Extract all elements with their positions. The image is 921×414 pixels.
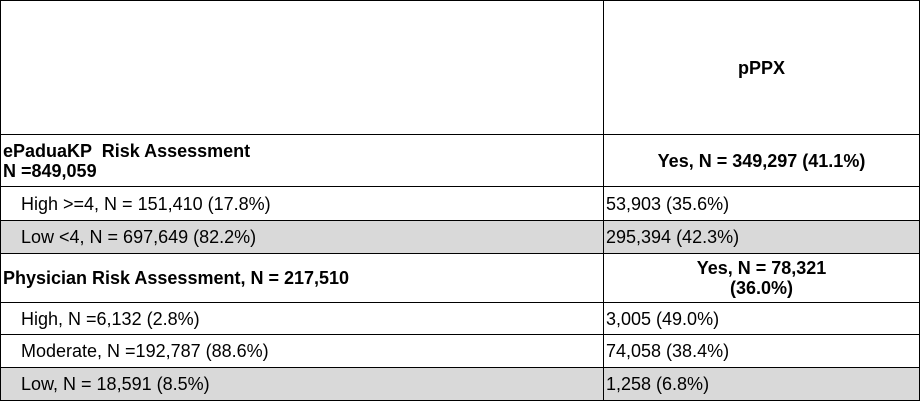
- row-label: High, N =6,132 (2.8%): [0, 302, 604, 335]
- ppx-risk-table: pPPX ePaduaKP Risk Assessment N =849,059…: [0, 0, 920, 401]
- section-header-physician: Physician Risk Assessment, N = 217,510 Y…: [0, 253, 920, 303]
- physician-summary: Yes, N = 78,321 (36.0%): [603, 253, 920, 303]
- table-row: High >=4, N = 151,410 (17.8%) 53,903 (35…: [0, 186, 920, 221]
- physician-title: Physician Risk Assessment, N = 217,510: [0, 253, 604, 303]
- row-label: Moderate, N =192,787 (88.6%): [0, 334, 604, 368]
- physician-summary-line1: Yes, N = 78,321: [696, 258, 827, 278]
- epadua-title: ePaduaKP Risk Assessment N =849,059: [0, 134, 604, 187]
- header-cell-empty: [0, 0, 604, 135]
- row-value: 53,903 (35.6%): [603, 186, 920, 221]
- epadua-title-line1: ePaduaKP Risk Assessment: [3, 140, 251, 161]
- header-row: pPPX: [0, 0, 920, 135]
- section-header-epadua: ePaduaKP Risk Assessment N =849,059 Yes,…: [0, 134, 920, 187]
- physician-summary-line2: (36.0%): [729, 278, 794, 298]
- epadua-title-line2: N =849,059: [3, 160, 97, 181]
- header-cell-pppx: pPPX: [603, 0, 920, 135]
- row-label: Low, N = 18,591 (8.5%): [0, 367, 604, 401]
- row-label: Low <4, N = 697,649 (82.2%): [0, 220, 604, 254]
- row-label: High >=4, N = 151,410 (17.8%): [0, 186, 604, 221]
- epadua-summary: Yes, N = 349,297 (41.1%): [603, 134, 920, 187]
- table-row: Low <4, N = 697,649 (82.2%) 295,394 (42.…: [0, 220, 920, 254]
- table-row: Low, N = 18,591 (8.5%) 1,258 (6.8%): [0, 367, 920, 401]
- table-row: Moderate, N =192,787 (88.6%) 74,058 (38.…: [0, 334, 920, 368]
- row-value: 3,005 (49.0%): [603, 302, 920, 335]
- row-value: 74,058 (38.4%): [603, 334, 920, 368]
- table-row: High, N =6,132 (2.8%) 3,005 (49.0%): [0, 302, 920, 335]
- row-value: 295,394 (42.3%): [603, 220, 920, 254]
- row-value: 1,258 (6.8%): [603, 367, 920, 401]
